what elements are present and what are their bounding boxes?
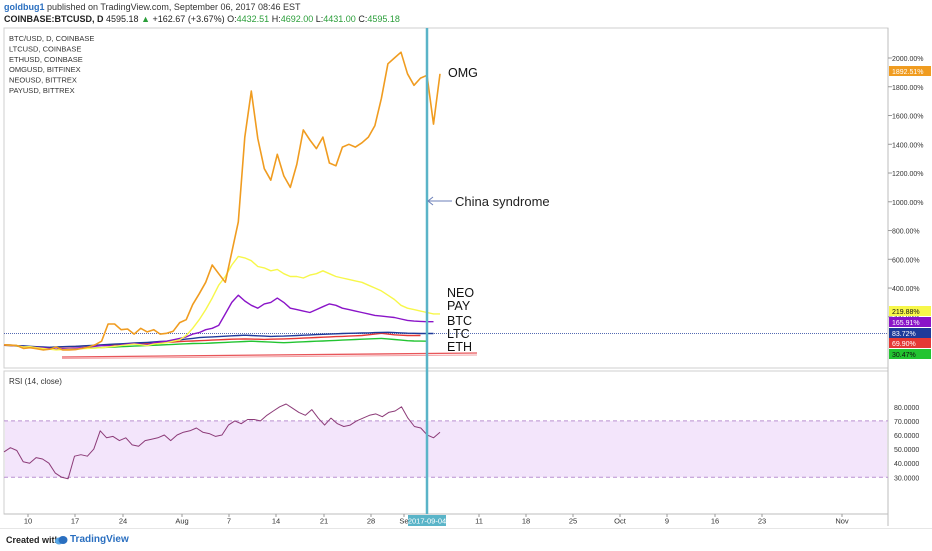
x-highlight-label: 2017-09-04 (408, 517, 446, 526)
legend-entry: BTC/USD, D, COINBASE (9, 34, 94, 43)
legend-entry: PAYUSD, BITTREX (9, 86, 75, 95)
series-line-pay (3, 294, 434, 350)
series-line-ltc (3, 332, 421, 349)
series-line-omg (3, 51, 441, 351)
price-change: +162.67 (+3.67%) (152, 14, 225, 24)
y-tick-label: 800.00% (892, 229, 920, 236)
last-value-badge (889, 317, 931, 327)
rsi-tick-label: 40.0000 (894, 461, 919, 468)
annotation-text: China syndrome (455, 194, 550, 209)
publish-line: goldbug1 published on TradingView.com, S… (4, 2, 301, 12)
footer: Created with TradingView (0, 528, 932, 551)
last-value-badge-label: 69.90% (892, 341, 916, 348)
legend-entry: NEOUSD, BITTREX (9, 76, 77, 85)
last-value-badge (889, 328, 931, 338)
y-tick-label: 1800.00% (892, 85, 924, 92)
x-tick-label: 18 (522, 517, 530, 526)
y-tick-label: 1600.00% (892, 114, 924, 121)
series-label-eth: ETH (447, 340, 472, 354)
rsi-band (5, 420, 887, 478)
red-trend-line (61, 352, 478, 358)
y-tick-label: 1400.00% (892, 142, 924, 149)
series-label-neo: NEO (447, 286, 474, 300)
x-tick-label: 10 (24, 517, 32, 526)
x-tick-label: 25 (569, 517, 577, 526)
rsi-title: RSI (14, close) (9, 377, 62, 386)
up-arrow-icon: ▲ (141, 14, 151, 24)
chart-header: goldbug1 published on TradingView.com, S… (0, 0, 932, 26)
x-tick-label: 16 (711, 517, 719, 526)
x-tick-label: Oct (614, 517, 627, 526)
y-tick-label: 600.00% (892, 257, 920, 264)
ohlc-line: COINBASE:BTCUSD, D 4595.18 ▲ +162.67 (+3… (4, 14, 400, 24)
rsi-tick-label: 70.0000 (894, 419, 919, 426)
x-tick-label: 7 (227, 517, 231, 526)
series-label-ltc: LTC (447, 327, 470, 341)
y-tick-label: 1000.00% (892, 200, 924, 207)
low-label: L: (315, 14, 324, 24)
x-tick-label: 28 (367, 517, 375, 526)
x-tick-label: Aug (175, 517, 188, 526)
open-value: 4432.51 (236, 14, 270, 24)
x-tick-label: 24 (119, 517, 127, 526)
close-label: C: (358, 14, 368, 24)
x-tick-label: 11 (475, 517, 483, 526)
last-value-badge (889, 66, 931, 76)
close-value: 4595.18 (367, 14, 400, 24)
tradingview-logo-icon (55, 536, 68, 545)
x-tick-label: 17 (71, 517, 79, 526)
y-tick-label: 400.00% (892, 286, 920, 293)
legend-entry: LTCUSD, COINBASE (9, 44, 81, 53)
author-link[interactable]: goldbug1 (4, 2, 45, 12)
rsi-tick-label: 60.0000 (894, 433, 919, 440)
x-tick-label: 21 (320, 517, 328, 526)
last-value-badge-label: 165.91% (892, 320, 920, 327)
y-tick-label: 1200.00% (892, 171, 924, 178)
tradingview-link[interactable]: TradingView (70, 534, 129, 545)
x-tick-label: Se (399, 517, 408, 526)
x-highlight-badge (408, 515, 446, 526)
chart-canvas[interactable]: 200.00%400.00%600.00%800.00%1000.00%1200… (0, 0, 932, 528)
x-tick-label: 9 (665, 517, 669, 526)
last-value-badge-label: 219.88% (892, 309, 920, 316)
open-label: O: (227, 14, 237, 24)
last-value-badge (889, 306, 931, 316)
created-with-label: Created with (6, 535, 61, 545)
last-value-badge (889, 338, 931, 348)
series-label-btc: BTC (447, 314, 472, 328)
high-value: 4692.00 (280, 14, 314, 24)
x-tick-label: 23 (758, 517, 766, 526)
main-pane-frame (3, 27, 889, 369)
series-label-omg: OMG (448, 66, 478, 80)
last-value-badge-label: 83.72% (892, 331, 916, 338)
pink-trend-line (61, 354, 478, 359)
rsi-tick-label: 50.0000 (894, 447, 919, 454)
low-value: 4431.00 (323, 14, 356, 24)
rsi-line (3, 403, 441, 480)
high-label: H: (271, 14, 281, 24)
legend-entry: ETHUSD, COINBASE (9, 55, 83, 64)
last-price: 4595.18 (106, 14, 139, 24)
annotation-arrow-icon (427, 196, 434, 206)
last-value-badge-label: 1892.51% (892, 69, 924, 76)
series-line-btc (3, 331, 434, 348)
publish-info: published on TradingView.com, September … (47, 2, 301, 12)
last-value-badge (889, 349, 931, 359)
rsi-tick-label: 80.0000 (894, 405, 919, 412)
rsi-tick-label: 30.0000 (894, 475, 919, 482)
x-tick-label: Nov (835, 517, 849, 526)
legend-entry: OMGUSD, BITFINEX (9, 65, 81, 74)
x-tick-label: 14 (272, 517, 280, 526)
y-tick-label: 2000.00% (892, 56, 924, 63)
last-value-badge-label: 30.47% (892, 352, 916, 359)
symbol-label: COINBASE:BTCUSD, D (4, 14, 104, 24)
series-label-pay: PAY (447, 299, 471, 313)
